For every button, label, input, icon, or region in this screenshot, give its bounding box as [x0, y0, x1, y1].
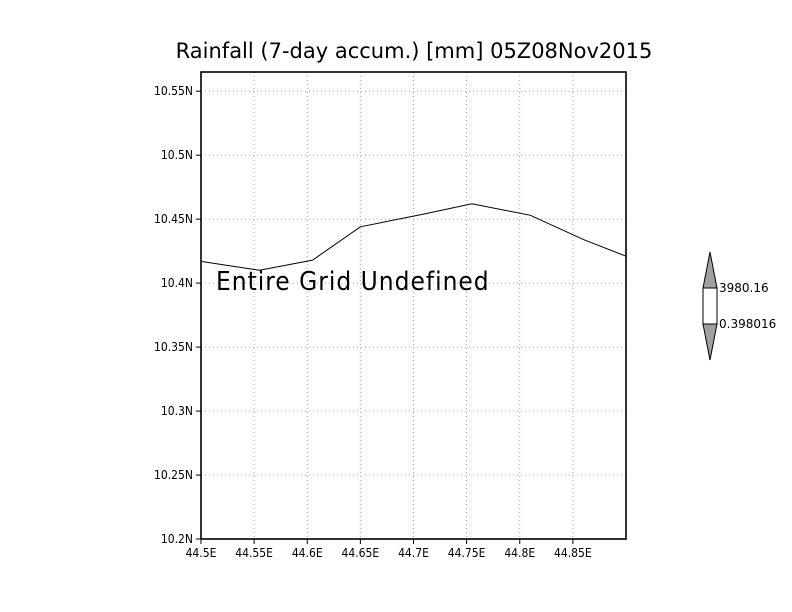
colorbar-middle-box: [702, 287, 718, 325]
y-tick-label: 10.25N: [154, 468, 193, 482]
y-tick-label: 10.45N: [154, 212, 193, 226]
y-tick-label: 10.2N: [161, 532, 193, 546]
x-tick-label: 44.65E: [342, 546, 380, 560]
x-axis-ticks: 44.5E 44.55E 44.6E 44.65E 44.7E 44.75E 44.8E 44…: [186, 539, 592, 560]
y-tick-label: 10.3N: [161, 404, 193, 418]
coastline-layer: [200, 203, 627, 271]
colorbar-label-upper: 3980.16: [719, 281, 769, 295]
y-tick-label: 10.35N: [154, 340, 193, 354]
undefined-grid-message: Entire Grid Undefined: [216, 267, 490, 297]
colorbar-label-lower: 0.398016: [719, 317, 776, 331]
y-tick-label: 10.55N: [154, 84, 193, 98]
colorbar: 3980.16 0.398016: [702, 251, 776, 361]
coastline: [200, 203, 627, 271]
x-tick-label: 44.75E: [448, 546, 486, 560]
x-tick-label: 44.6E: [292, 546, 323, 560]
x-tick-label: 44.55E: [235, 546, 273, 560]
y-axis-ticks: 10.2N 10.25N 10.3N 10.35N 10.4N 10.45N 10.5N 10…: [154, 84, 201, 546]
x-tick-label: 44.85E: [554, 546, 592, 560]
y-tick-label: 10.5N: [161, 148, 193, 162]
x-tick-label: 44.7E: [398, 546, 429, 560]
gridlines: [200, 72, 626, 540]
colorbar-lower-triangle: [702, 323, 718, 361]
x-tick-label: 44.5E: [186, 546, 217, 560]
x-tick-label: 44.8E: [504, 546, 535, 560]
y-tick-label: 10.4N: [161, 276, 193, 290]
colorbar-upper-triangle: [702, 251, 718, 289]
map-title: Rainfall (7-day accum.) [mm] 05Z08Nov201…: [176, 39, 653, 63]
